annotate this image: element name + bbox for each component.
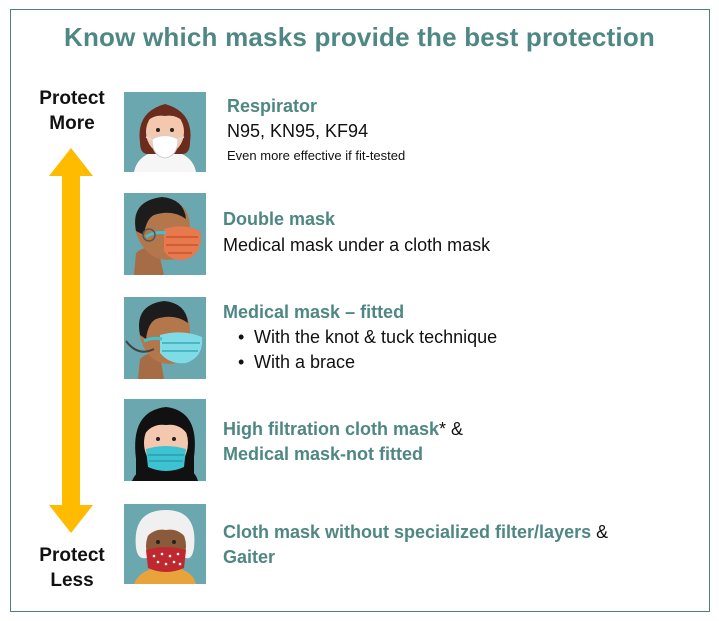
high-filtration-mask-image (124, 399, 206, 481)
protect-less-line1: Protect (39, 545, 105, 566)
double-mask-icon (124, 193, 206, 275)
item-heading-respirator: Respirator (227, 96, 318, 116)
respirator-image (124, 92, 206, 172)
double-mask-image (124, 193, 206, 275)
cloth-mask-image (124, 504, 206, 584)
cloth-mask-heading-text: Cloth mask without specialized filter/la… (223, 522, 592, 542)
bullet-dot: • (238, 352, 245, 372)
respirator-icon (124, 92, 206, 172)
item-line-double-mask: Medical mask under a cloth mask (223, 235, 491, 255)
bullet-dot: • (238, 327, 245, 347)
protect-more-line2: More (49, 113, 95, 134)
item-heading-cloth-mask: Cloth mask without specialized filter/la… (223, 522, 608, 543)
item-heading-double-mask: Double mask (223, 209, 336, 229)
item-heading-high-filtration: High filtration cloth mask* & (223, 419, 463, 440)
bullet-text: With a brace (254, 352, 356, 372)
bullet-text: With the knot & tuck technique (254, 327, 498, 347)
high-filtration-heading-text: High filtration cloth mask (223, 419, 440, 439)
protection-scale-arrow (49, 148, 93, 533)
protect-less-label: Protect Less (22, 543, 122, 593)
ampersand: & (446, 419, 464, 439)
page-title: Know which masks provide the best protec… (63, 22, 655, 52)
item-bullet-brace: • With a brace (238, 352, 355, 373)
item-bullet-knot-tuck: • With the knot & tuck technique (238, 327, 497, 348)
protect-more-line1: Protect (39, 88, 105, 109)
item-heading-medical-fitted: Medical mask – fitted (223, 302, 405, 322)
high-filtration-mask-icon (124, 399, 206, 481)
item-note-respirator: Even more effective if fit-tested (227, 148, 406, 163)
protect-less-line2: Less (50, 570, 94, 591)
medical-mask-fitted-image (124, 297, 206, 379)
item-heading-medical-not-fitted: Medical mask-not fitted (223, 444, 424, 464)
item-line-respirator: N95, KN95, KF94 (227, 121, 369, 141)
ampersand: & (591, 522, 609, 542)
cloth-mask-icon (124, 504, 206, 584)
medical-mask-fitted-icon (124, 297, 206, 379)
item-heading-gaiter: Gaiter (223, 547, 276, 567)
protect-more-label: Protect More (22, 86, 122, 136)
asterisk-mark: * (439, 419, 447, 439)
